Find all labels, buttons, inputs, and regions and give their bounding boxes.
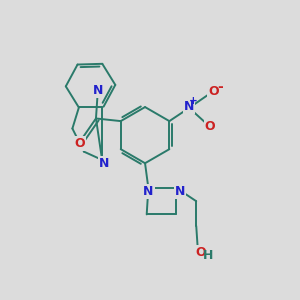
Text: O: O — [208, 85, 219, 98]
Text: N: N — [184, 100, 194, 113]
Text: -: - — [217, 80, 223, 94]
Text: +: + — [189, 96, 197, 106]
Text: O: O — [74, 137, 85, 150]
Text: N: N — [143, 185, 154, 198]
Text: N: N — [175, 185, 185, 198]
Text: N: N — [92, 84, 103, 97]
Text: O: O — [195, 246, 206, 259]
Text: N: N — [99, 158, 109, 170]
Text: O: O — [205, 120, 215, 133]
Text: H: H — [202, 249, 213, 262]
